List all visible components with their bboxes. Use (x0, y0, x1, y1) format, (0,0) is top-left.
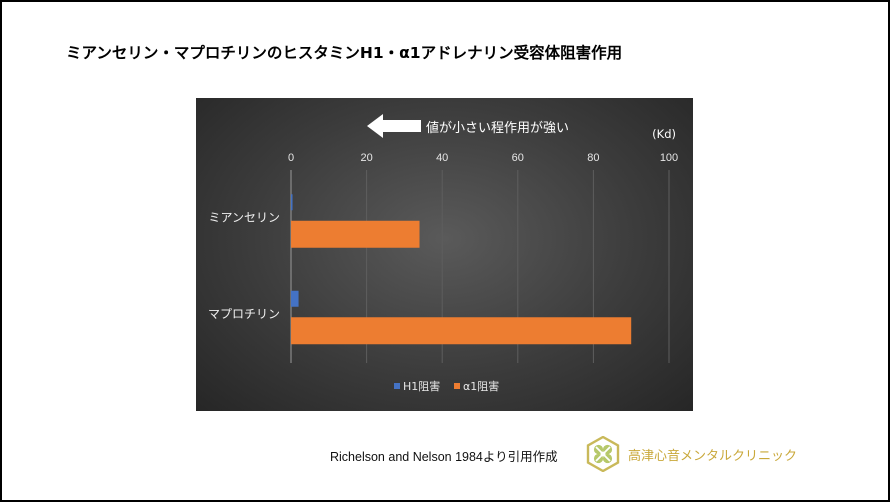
left-arrow-icon (367, 114, 421, 138)
citation-credit: Richelson and Nelson 1984より引用作成 (330, 450, 558, 464)
chart-annotation-text: 値が小さい程作用が強い (426, 120, 569, 136)
chart-unit-label: (Kd) (652, 127, 676, 141)
chart-panel: 0 20 40 60 80 100 ミアンセリン マプロチリン 値が小さい程作用が強い (K… (196, 98, 693, 411)
x-tick-label: 60 (512, 152, 524, 164)
bar-alpha1 (291, 220, 420, 248)
legend-label: α1阻害 (463, 379, 499, 393)
page-title: ミアンセリン・マプロチリンのヒスタミンH1・α1アドレナリン受容体阻害作用 (66, 44, 623, 62)
category-label: マプロチリン (208, 307, 280, 321)
chart-annotation: 値が小さい程作用が強い (367, 114, 569, 138)
x-tick-label: 80 (587, 152, 599, 164)
bar-alpha1 (291, 317, 632, 345)
legend-label: H1阻害 (403, 379, 440, 393)
bar-h1 (291, 194, 293, 211)
x-tick-label: 0 (288, 152, 294, 164)
x-tick-label: 20 (360, 152, 372, 164)
category-label: ミアンセリン (208, 210, 280, 224)
chart-tick-labels: 0 20 40 60 80 100 (288, 152, 678, 164)
clover-hexagon-logo (586, 436, 620, 472)
chart-bars (291, 194, 632, 345)
legend-swatch (394, 383, 400, 389)
legend-swatch (454, 383, 460, 389)
bar-h1 (291, 290, 299, 307)
clinic-name: 高津心音メンタルクリニック (628, 449, 798, 464)
x-tick-label: 100 (660, 152, 678, 164)
chart-legend: H1阻害 α1阻害 (394, 379, 499, 393)
x-tick-label: 40 (436, 152, 448, 164)
